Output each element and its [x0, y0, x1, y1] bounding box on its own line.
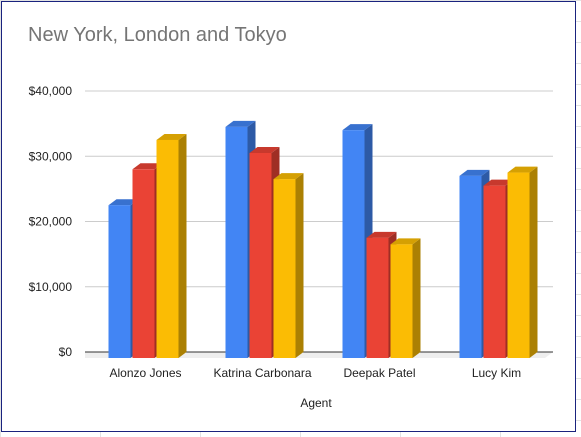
x-tick-label: Deepak Patel [343, 366, 415, 380]
y-tick-label: $30,000 [29, 149, 73, 163]
x-tick-label: Alonzo Jones [109, 366, 181, 380]
x-tick-label: Katrina Carbonara [213, 366, 311, 380]
bar-front-face [342, 130, 365, 358]
bar-side-face [529, 166, 538, 358]
bar-front-face [507, 172, 530, 358]
bar-top-face [225, 120, 256, 127]
bar-top-face [249, 146, 280, 153]
bar-front-face [249, 152, 272, 358]
bar-front-face [366, 237, 389, 358]
bar-front-face [132, 169, 155, 358]
x-axis-title: Agent [300, 396, 332, 410]
bar-front-face [108, 205, 131, 358]
bar [507, 166, 538, 358]
bar-top-face [273, 173, 304, 180]
bar-top-face [459, 169, 490, 176]
bar-side-face [178, 133, 187, 358]
bar-front-face [156, 139, 179, 358]
bar-front-face [459, 175, 482, 358]
chart-title: New York, London and Tokyo [28, 24, 287, 46]
y-tick-label: $0 [59, 345, 73, 359]
bar-front-face [273, 179, 296, 358]
x-tick-label: Lucy Kim [472, 366, 521, 380]
bar-top-face [132, 163, 163, 170]
bar-front-face [225, 126, 248, 358]
bar-top-face [108, 199, 139, 206]
bar [156, 133, 187, 358]
bar [390, 238, 421, 358]
chart-floor [85, 352, 553, 358]
bar-top-face [366, 231, 397, 238]
y-tick-label: $20,000 [29, 215, 73, 229]
bar-top-face [342, 124, 373, 131]
y-tick-label: $10,000 [29, 280, 73, 294]
bar-top-face [507, 166, 538, 173]
y-tick-label: $40,000 [29, 84, 73, 98]
bar-front-face [483, 185, 506, 358]
bar-side-face [295, 173, 304, 358]
bar [273, 173, 304, 358]
bar-side-face [412, 238, 421, 358]
bar-top-face [390, 238, 421, 245]
bar-front-face [390, 244, 413, 358]
bar-top-face [483, 179, 514, 186]
bar-top-face [156, 133, 187, 140]
